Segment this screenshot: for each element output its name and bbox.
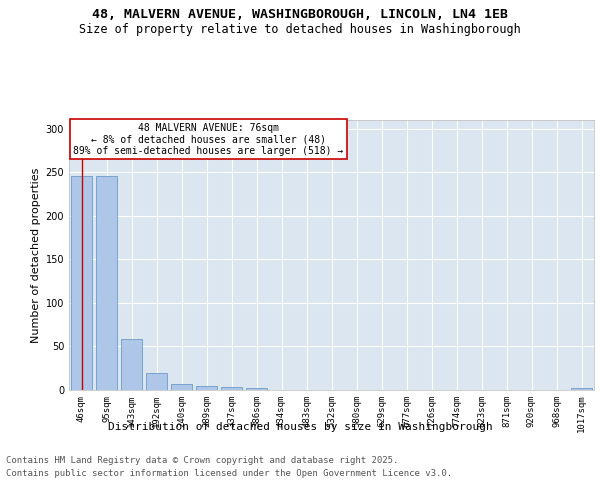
Bar	[121, 338, 142, 390]
Bar	[171, 384, 192, 390]
Text: Distribution of detached houses by size in Washingborough: Distribution of detached houses by size …	[107, 422, 493, 432]
Bar	[146, 372, 167, 390]
Bar	[196, 386, 217, 390]
Text: 48, MALVERN AVENUE, WASHINGBOROUGH, LINCOLN, LN4 1EB: 48, MALVERN AVENUE, WASHINGBOROUGH, LINC…	[92, 8, 508, 20]
Bar	[221, 388, 242, 390]
Bar	[246, 388, 267, 390]
Y-axis label: Number of detached properties: Number of detached properties	[31, 168, 41, 342]
Text: Contains public sector information licensed under the Open Government Licence v3: Contains public sector information licen…	[6, 468, 452, 477]
Text: Size of property relative to detached houses in Washingborough: Size of property relative to detached ho…	[79, 22, 521, 36]
Bar	[96, 176, 117, 390]
Bar	[71, 176, 92, 390]
Text: Contains HM Land Registry data © Crown copyright and database right 2025.: Contains HM Land Registry data © Crown c…	[6, 456, 398, 465]
Text: 48 MALVERN AVENUE: 76sqm
← 8% of detached houses are smaller (48)
89% of semi-de: 48 MALVERN AVENUE: 76sqm ← 8% of detache…	[73, 122, 343, 156]
Bar	[571, 388, 592, 390]
